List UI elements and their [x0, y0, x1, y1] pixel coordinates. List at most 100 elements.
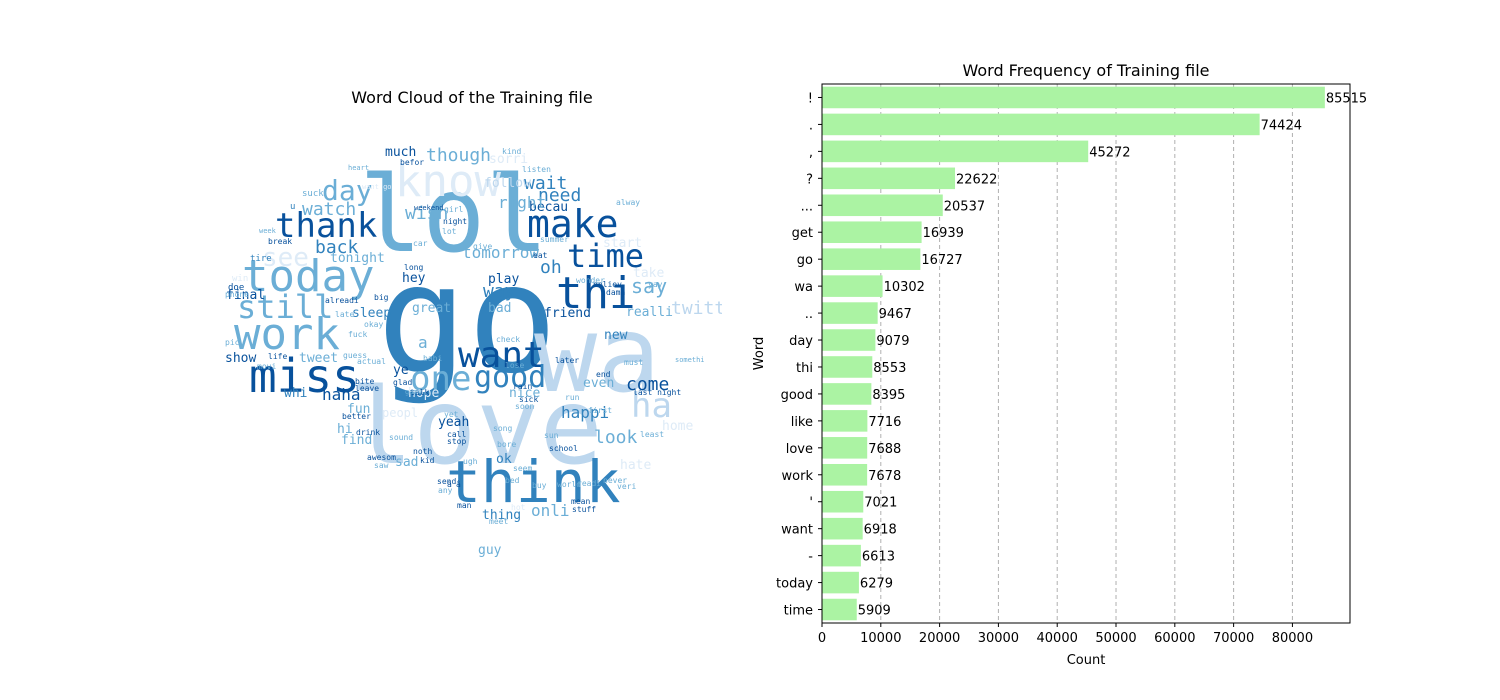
bar	[822, 463, 868, 486]
wordcloud-word: pic	[225, 338, 240, 347]
wordcloud-word: somethi	[675, 356, 705, 364]
wordcloud-word: glad	[393, 378, 413, 387]
bar	[822, 221, 922, 244]
wordcloud-word: heart	[348, 164, 370, 172]
wordcloud-word: leave	[355, 384, 380, 393]
wordcloud-word: home	[662, 419, 694, 434]
bar	[822, 598, 857, 621]
wordcloud-word: watch	[302, 199, 357, 220]
wordcloud-word: day	[322, 174, 373, 207]
wordcloud-word: week	[259, 227, 276, 235]
wordcloud-word: bad	[488, 301, 512, 316]
wordcloud-word: seem	[513, 464, 533, 473]
wordcloud-word: song	[493, 424, 513, 433]
bar	[822, 275, 883, 297]
wordcloud-word: run	[565, 393, 580, 402]
wordcloud-word: wish	[405, 203, 449, 224]
wordcloud-word: start	[603, 236, 643, 251]
value-label: 6918	[864, 523, 897, 538]
bar	[822, 410, 868, 432]
value-label: 7716	[868, 415, 901, 430]
y-tick-label: -	[808, 550, 813, 565]
value-label: 6279	[860, 577, 893, 592]
wordcloud-word: haha	[322, 385, 361, 404]
wordcloud-word: weekend	[414, 204, 444, 212]
x-tick-label: 80000	[1272, 631, 1313, 646]
bar	[822, 571, 859, 594]
y-tick-label: day	[789, 334, 813, 349]
y-tick-label: '	[809, 496, 813, 511]
y-tick-label: good	[781, 388, 813, 403]
wordcloud-word: never	[603, 476, 628, 485]
wordcloud-word: make	[527, 202, 619, 246]
value-label: 20537	[944, 199, 985, 214]
wordcloud-word: sun	[544, 431, 559, 440]
wordcloud-word: nice	[509, 386, 541, 401]
wordcloud-word: bed	[505, 476, 520, 485]
value-label: 7678	[868, 469, 901, 484]
wordcloud-word: break	[268, 237, 293, 246]
wordcloud-word: late	[335, 310, 355, 319]
wordcloud-word: wait	[524, 173, 568, 194]
wordcloud-word: buy	[532, 481, 547, 490]
wordcloud-word: even	[583, 376, 615, 391]
wordcloud-word: ye	[393, 363, 409, 378]
wordcloud-word: life	[268, 352, 288, 361]
value-label: 9079	[876, 334, 909, 349]
wordcloud-word: kid	[420, 456, 435, 465]
wordcloud-word: last night	[633, 388, 682, 397]
wordcloud-word: meet	[489, 517, 509, 526]
wordcloud-word: back	[315, 237, 359, 258]
y-tick-label: thi	[796, 361, 813, 376]
wordcloud-word: night	[443, 217, 468, 226]
wordcloud-word: man	[457, 501, 472, 510]
wordcloud-word: u	[290, 202, 296, 212]
chart-title: Word Frequency of Training file	[962, 61, 1209, 80]
wordcloud-word: miss	[249, 349, 360, 403]
value-label: 7021	[864, 496, 897, 511]
wordcloud-word: okay	[364, 320, 384, 329]
wordcloud-word: ugh	[463, 457, 478, 466]
wordcloud-word: work	[234, 309, 340, 360]
wordcloud-word: way	[483, 281, 516, 302]
value-label: 5909	[858, 604, 891, 619]
bar	[822, 383, 872, 405]
wordcloud-word: onli	[531, 501, 570, 520]
bar	[822, 329, 876, 351]
wordcloud-word: listen	[522, 165, 551, 174]
wordcloud-word: first	[588, 406, 613, 415]
bar	[822, 302, 878, 324]
wordcloud-word: bite	[355, 377, 375, 386]
y-tick-label: .	[809, 118, 813, 133]
y-tick-label: love	[786, 442, 813, 457]
wordcloud-word: end	[596, 370, 611, 379]
wordcloud-word: want	[458, 335, 545, 376]
wordcloud-word: damn	[606, 288, 626, 297]
wordcloud-word: fun	[347, 402, 371, 417]
wordcloud-word: win	[232, 274, 249, 284]
y-tick-label: wa	[794, 280, 813, 295]
plot-frame	[821, 83, 1351, 624]
value-label: 7688	[868, 442, 901, 457]
wordcloud-word: â	[456, 480, 461, 489]
wordcloud: go lol love wa think miss today work know thi make…	[222, 125, 722, 575]
wordcloud-word: hate	[620, 458, 652, 473]
wordcloud-word: call	[447, 430, 467, 439]
x-axis-label: Count	[1067, 653, 1106, 668]
y-tick-label: like	[791, 415, 813, 430]
wordcloud-word: alreadi	[325, 296, 359, 305]
wordcloud-word: see	[262, 243, 309, 273]
y-tick-label: get	[792, 226, 813, 241]
wordcloud-word: drink	[356, 428, 381, 437]
x-tick-label: 0	[818, 631, 826, 646]
wordcloud-word: movi	[257, 362, 277, 371]
wordcloud-word: much	[385, 145, 417, 160]
bar	[822, 356, 873, 378]
wordcloud-word: happi	[561, 403, 610, 422]
x-tick-label: 70000	[1213, 631, 1254, 646]
wordcloud-word: final	[226, 288, 266, 303]
wordcloud-word: doe	[228, 283, 245, 293]
wordcloud-word: later	[555, 356, 580, 365]
wordcloud-word: find	[341, 433, 373, 448]
wordcloud-word: new	[604, 328, 628, 343]
